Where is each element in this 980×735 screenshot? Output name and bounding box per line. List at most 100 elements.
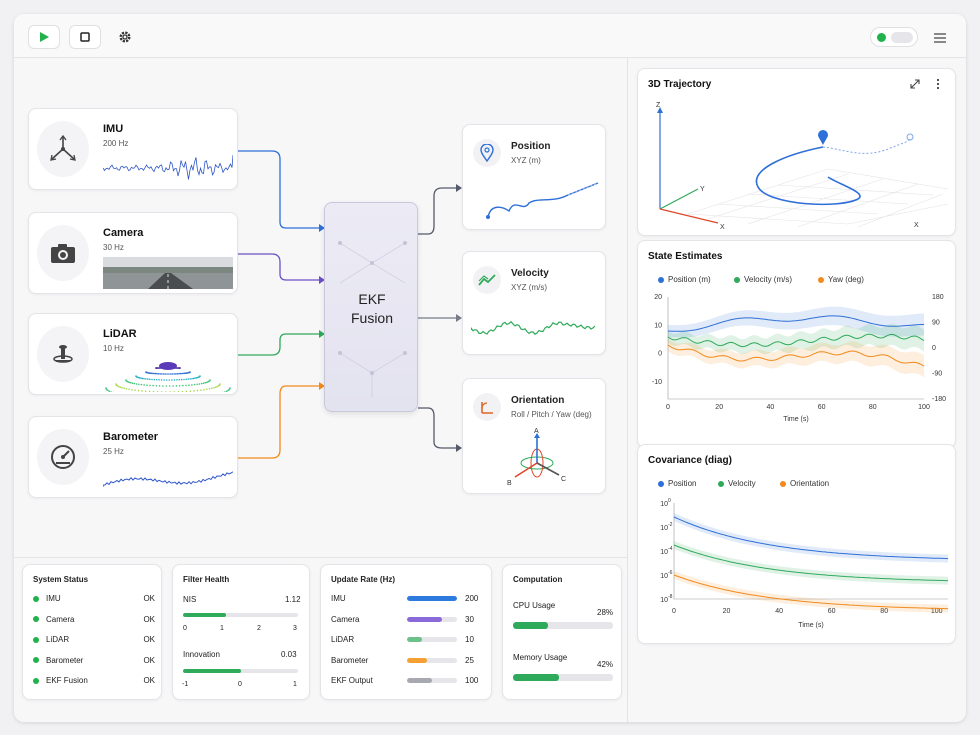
status-dot	[33, 657, 39, 664]
legend-yaw: Yaw (deg)	[818, 275, 864, 284]
legend-position: Position (m)	[658, 275, 711, 284]
position-connector	[418, 187, 456, 235]
nis-value: 1.12	[285, 595, 301, 604]
y-axis-label: Y	[700, 186, 705, 193]
y-tick-left: 20	[654, 294, 662, 301]
legend-position: Position	[658, 479, 696, 488]
y-tick: 10	[660, 525, 668, 532]
menu-button[interactable]	[934, 30, 946, 48]
status-name: IMU	[46, 594, 61, 603]
position-path-thumbnail	[486, 182, 599, 219]
x-axis-label: Time (s)	[783, 416, 808, 423]
y-tick-exponent: -6	[668, 570, 673, 576]
sensor-rate: 200 Hz	[103, 139, 129, 148]
status-name: LiDAR	[46, 635, 70, 644]
cpu-value: 28%	[597, 608, 614, 617]
status-dot	[33, 677, 39, 684]
settings-button[interactable]	[109, 25, 141, 49]
memory-bar	[513, 674, 613, 681]
lidar-icon	[37, 326, 89, 382]
status-name: EKF Fusion	[46, 676, 88, 685]
axis-label-a: A	[534, 428, 539, 435]
z-axis-label: Z	[656, 102, 661, 109]
nis-tick: 1	[220, 625, 224, 632]
legend-velocity: Velocity (m/s)	[734, 275, 792, 284]
card-title: System Status	[33, 575, 89, 584]
connection-toggle[interactable]	[870, 27, 918, 47]
status-row: IMU OK	[33, 594, 155, 603]
status-value: OK	[143, 614, 155, 624]
sensor-card-barometer[interactable]: Barometer 25 Hz	[28, 416, 238, 498]
rate-bar	[407, 616, 457, 622]
memory-value: 42%	[597, 660, 614, 669]
rate-value: 10	[465, 635, 474, 644]
rate-bar	[407, 596, 457, 601]
rate-value: 30	[465, 614, 474, 624]
rotate-axes-icon	[473, 393, 501, 421]
sensor-card-lidar[interactable]: LiDAR 10 Hz	[28, 313, 238, 395]
rate-name: EKF Output	[331, 676, 373, 685]
status-row: EKF Fusion OK	[33, 676, 155, 685]
sensor-title: IMU	[103, 123, 124, 135]
ekf-label-line2: Fusion	[350, 310, 394, 326]
output-subtitle: Roll / Pitch / Yaw (deg)	[511, 410, 592, 419]
innovation-tick: 1	[293, 681, 297, 688]
y-tick: 10	[660, 573, 668, 580]
y-tick-right: 0	[932, 345, 936, 352]
y-tick-left: 10	[654, 322, 662, 329]
play-button[interactable]	[28, 25, 60, 49]
rate-bar	[407, 678, 457, 683]
rate-name: IMU	[331, 594, 346, 603]
sensor-title: LiDAR	[103, 328, 137, 340]
stop-button[interactable]	[69, 25, 101, 49]
innovation-value: 0.03	[281, 650, 297, 659]
y-tick-exponent: -8	[668, 594, 673, 600]
x-tick: 0	[672, 608, 676, 615]
location-pin-icon	[473, 139, 501, 167]
sensor-title: Barometer	[103, 431, 159, 443]
output-card-position[interactable]: Position XYZ (m)	[462, 124, 606, 230]
gauge-icon	[37, 429, 89, 485]
status-row: Camera OK	[33, 615, 155, 624]
status-value: OK	[143, 655, 155, 665]
status-dot	[877, 33, 886, 42]
rate-name: Barometer	[331, 655, 369, 665]
rate-name: LiDAR	[331, 635, 355, 644]
trajectory-3d-view: Z Y X X	[656, 102, 948, 229]
innovation-label: Innovation	[183, 650, 220, 659]
panel-title: 3D Trajectory	[648, 79, 712, 90]
x-tick: 100	[931, 608, 943, 615]
card-title: Computation	[513, 575, 563, 584]
update-rate-card: Update Rate (Hz) IMU 200 Camera 30 LiDAR 10 Ba…	[320, 564, 492, 700]
sensor-rate: 25 Hz	[103, 447, 124, 456]
sensor-title: Camera	[103, 227, 144, 239]
memory-label: Memory Usage	[513, 653, 568, 662]
stop-icon	[80, 32, 90, 42]
panel-title: Covariance (diag)	[648, 455, 732, 466]
axis-label-b: B	[507, 480, 512, 487]
nis-bar	[183, 613, 298, 617]
status-value: OK	[143, 676, 155, 685]
y-tick-right: -90	[932, 371, 942, 378]
y-tick-left: -10	[652, 379, 662, 386]
camera-road-thumbnail	[103, 257, 233, 289]
ekf-label-line1: EKF	[358, 291, 386, 307]
orientation-connector	[418, 407, 456, 449]
sensor-card-camera[interactable]: Camera 30 Hz	[28, 212, 238, 294]
output-card-velocity[interactable]: Velocity XYZ (m/s)	[462, 251, 606, 355]
y-tick: 10	[660, 549, 668, 556]
output-card-orientation[interactable]: Orientation Roll / Pitch / Yaw (deg) A B…	[462, 378, 606, 494]
x-tick: 80	[869, 404, 877, 411]
y-tick-exponent: -2	[668, 522, 673, 528]
horizontal-divider	[14, 557, 627, 558]
axis-label-c: C	[561, 476, 566, 483]
more-options-icon[interactable]	[936, 78, 940, 90]
sensor-card-imu[interactable]: IMU 200 Hz	[28, 108, 238, 190]
nis-label: NIS	[183, 595, 197, 604]
x-axis-label: Time (s)	[798, 622, 823, 629]
state-estimates-panel: State Estimates Position (m) Velocity (m…	[637, 240, 956, 448]
series-line	[667, 315, 924, 332]
ekf-fusion-block[interactable]: EKF Fusion	[324, 202, 418, 412]
expand-icon[interactable]	[910, 79, 920, 89]
innovation-bar	[183, 669, 298, 673]
